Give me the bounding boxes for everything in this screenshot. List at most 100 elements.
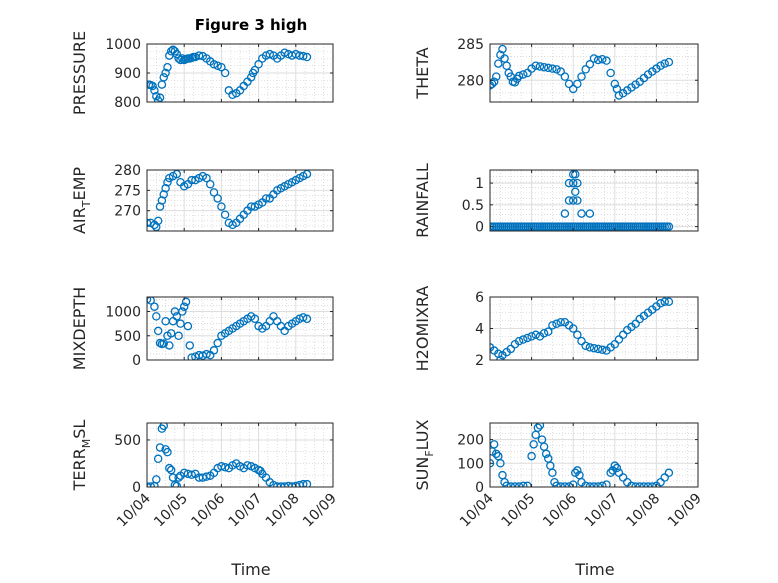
data-point bbox=[174, 473, 183, 482]
data-point bbox=[568, 178, 578, 188]
data-point bbox=[612, 463, 622, 473]
data-point bbox=[552, 319, 561, 329]
data-point bbox=[209, 60, 219, 69]
data-point bbox=[541, 449, 551, 459]
data-point bbox=[298, 313, 308, 322]
data-point bbox=[577, 336, 586, 346]
x-tick-label: 10/06 bbox=[540, 490, 580, 530]
data-point bbox=[155, 443, 165, 452]
plot-area bbox=[147, 423, 333, 487]
data-point bbox=[527, 451, 536, 461]
y-tick-label: 200 bbox=[457, 433, 484, 449]
data-point bbox=[548, 321, 557, 330]
y-axis-label-subscript: T bbox=[80, 200, 93, 208]
data-point bbox=[187, 353, 196, 360]
y-tick-label: 280 bbox=[457, 73, 484, 89]
y-axis-label-text: RAINFALL bbox=[413, 163, 432, 238]
data-point bbox=[209, 188, 219, 197]
data-point bbox=[556, 317, 565, 327]
data-point bbox=[220, 210, 230, 219]
data-point bbox=[165, 463, 174, 473]
data-point bbox=[664, 468, 674, 478]
data-point bbox=[502, 481, 511, 487]
data-point bbox=[560, 72, 570, 81]
y-tick-label: 100 bbox=[457, 456, 484, 472]
marker-series bbox=[490, 170, 674, 231]
data-point bbox=[664, 57, 674, 67]
y-axis-label-text: PRESSURE bbox=[70, 31, 89, 115]
data-point bbox=[568, 84, 578, 94]
x-tick-label: 10/08 bbox=[263, 491, 303, 531]
y-axis-label-subscript: M bbox=[80, 439, 93, 449]
subplot-h2omixra: 2 4 6 H2OMIXRA bbox=[413, 286, 699, 372]
axes-box bbox=[489, 43, 699, 103]
data-point bbox=[159, 73, 168, 82]
data-point bbox=[198, 473, 208, 482]
x-tick-label: 10/06 bbox=[188, 490, 228, 530]
data-point bbox=[496, 459, 505, 468]
data-point bbox=[535, 62, 545, 71]
data-point bbox=[494, 59, 503, 68]
y-axis-label-text: H2OMIXRA bbox=[413, 286, 432, 372]
data-point bbox=[298, 479, 308, 487]
data-point bbox=[539, 62, 549, 72]
data-point bbox=[213, 338, 222, 348]
data-point bbox=[664, 222, 674, 231]
data-point bbox=[656, 478, 665, 487]
data-point bbox=[165, 341, 174, 350]
plot-area bbox=[147, 297, 333, 360]
data-point bbox=[519, 70, 528, 79]
data-point bbox=[166, 465, 176, 475]
marker-series bbox=[490, 44, 674, 100]
data-point bbox=[163, 62, 172, 72]
y-axis-label-text: SUN bbox=[413, 457, 432, 491]
data-point bbox=[531, 330, 541, 340]
data-point bbox=[585, 209, 595, 218]
data-point bbox=[174, 331, 183, 341]
data-point bbox=[581, 65, 590, 74]
data-point bbox=[614, 468, 624, 478]
data-point bbox=[265, 49, 275, 59]
data-point bbox=[187, 175, 196, 185]
subplot-air: 270 275 280 AIRTEMP bbox=[70, 163, 334, 234]
x-tick-label: 10/08 bbox=[623, 491, 663, 531]
y-tick-label: 500 bbox=[114, 433, 141, 449]
y-tick-label: 2 bbox=[475, 353, 484, 369]
data-point bbox=[228, 90, 237, 100]
y-tick-label: 1000 bbox=[105, 37, 141, 53]
data-point bbox=[250, 314, 260, 324]
data-point bbox=[664, 297, 674, 306]
data-point bbox=[261, 194, 271, 203]
data-point bbox=[571, 468, 580, 478]
data-point bbox=[564, 79, 574, 89]
axes-box bbox=[489, 422, 699, 488]
data-point bbox=[183, 321, 193, 331]
data-point bbox=[152, 91, 161, 101]
data-point bbox=[150, 86, 159, 95]
data-point bbox=[172, 49, 182, 59]
y-axis-label-text: EMP bbox=[70, 167, 89, 201]
subplot-rainfall: 0 0.5 1 RAINFALL bbox=[413, 163, 699, 238]
data-point bbox=[302, 479, 312, 487]
y-axis-label-text: AIR bbox=[70, 207, 89, 234]
data-point bbox=[577, 209, 586, 218]
data-point bbox=[548, 64, 557, 73]
y-tick-label: 285 bbox=[457, 37, 484, 53]
data-point bbox=[291, 481, 301, 487]
axes-box bbox=[146, 296, 334, 361]
x-axis-label-right: Time bbox=[574, 560, 614, 579]
y-axis-label: SUNFLUX bbox=[413, 419, 436, 490]
data-point bbox=[523, 333, 532, 343]
data-point bbox=[573, 79, 582, 89]
data-point bbox=[254, 60, 263, 69]
x-tick-label: 10/05 bbox=[499, 491, 539, 531]
y-tick-label: 0 bbox=[132, 353, 141, 369]
data-point bbox=[194, 51, 204, 60]
data-point bbox=[514, 336, 524, 346]
data-point bbox=[660, 59, 669, 68]
x-tick-label: 10/09 bbox=[665, 491, 705, 531]
subplot-mixdepth: 0 500 1000 MIXDEPTH bbox=[70, 287, 334, 370]
data-point bbox=[176, 319, 185, 328]
data-point bbox=[585, 343, 595, 352]
